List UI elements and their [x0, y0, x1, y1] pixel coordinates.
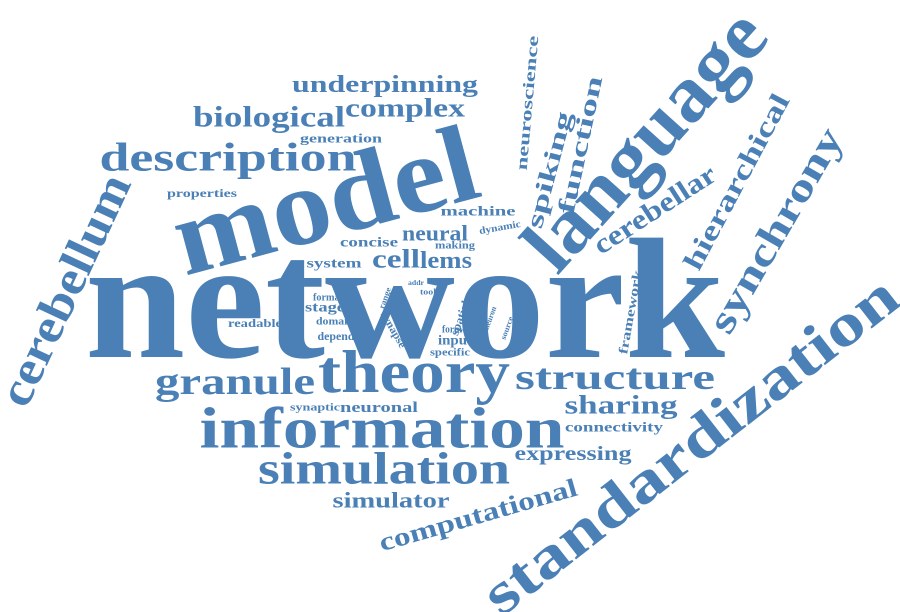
word: making [435, 241, 475, 252]
word: underpinning [292, 72, 478, 98]
word: complex [345, 94, 465, 123]
word: concise [340, 236, 398, 251]
word: lems [420, 248, 472, 274]
word: theory [318, 339, 510, 405]
word: tool [420, 288, 437, 297]
word: properties [167, 186, 237, 200]
word: expressing [515, 443, 632, 465]
word: sharing [565, 391, 678, 420]
word: simulator [333, 488, 450, 513]
word: neural [402, 221, 468, 246]
word: connectivity [565, 421, 663, 436]
word: addr [408, 279, 424, 287]
word: stage [305, 301, 345, 316]
word: synaptic [290, 403, 341, 414]
word: information [200, 396, 565, 461]
word: granule [155, 361, 315, 403]
word: neuroscience [514, 35, 543, 171]
word: specific [430, 348, 471, 359]
word: domain [316, 317, 355, 328]
word: simulation [258, 443, 510, 494]
word: input [438, 334, 472, 349]
word: format [313, 293, 344, 304]
word: neuronal [340, 400, 418, 416]
word: biological [193, 101, 345, 134]
word: readable [228, 316, 283, 330]
word: depend [318, 329, 355, 343]
word: form [442, 325, 463, 336]
word: cell [372, 245, 420, 274]
word: description [100, 135, 357, 180]
word: machine [441, 205, 516, 220]
word: network [85, 205, 725, 395]
word: generation [300, 131, 383, 146]
word: system [307, 257, 362, 272]
word: structure [515, 357, 715, 397]
